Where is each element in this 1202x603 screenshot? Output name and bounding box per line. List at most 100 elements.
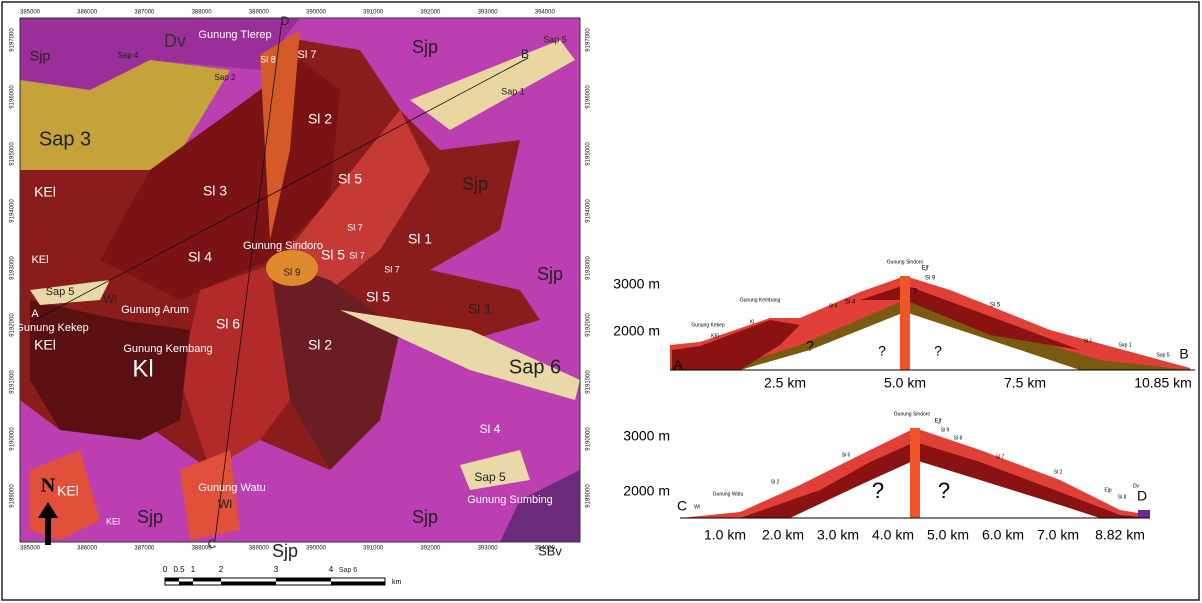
scale-segment [193,578,221,582]
coord-label-bottom: 392000 [420,546,441,552]
map-unit-label: Sl 9 [283,268,301,279]
scale-unit: km [392,579,402,586]
coord-label-top: 393000 [478,10,499,16]
scale-segment [331,582,385,586]
distance-label: 7.0 km [1037,527,1079,543]
coord-label-top: 386000 [77,10,98,16]
coord-label-right: 9197000 [586,28,592,52]
distance-label: 1.0 km [704,527,746,543]
distance-label: 2.0 km [762,527,804,543]
map-unit-label: KEl [34,184,56,200]
distance-label: 3.0 km [817,527,859,543]
distance-label: 5.0 km [884,375,926,391]
section-label: Gunung Sindoro [894,411,931,417]
map-unit-label: Sl 1 [468,301,492,317]
section-label: Sl 6 [842,452,851,458]
coord-label-top: 391000 [363,10,384,16]
map-unit-label: Sjp [137,507,163,527]
map-unit-label: Sl 7 [349,250,365,260]
distance-label: 2.5 km [764,375,806,391]
map-unit-label: Gunung Sumbing [467,494,553,506]
section-label: Sl 7 [996,454,1005,460]
section-label: Sl 8 [1118,494,1127,500]
scale-label: 2 [219,565,224,574]
elevation-label: 2000 m [623,483,670,499]
section-label: Ejp [1104,487,1111,493]
map-unit-label: Sap 1 [501,86,525,96]
elevation-label: 2000 m [613,323,660,339]
map-area: N [20,18,580,545]
section-end-label: B [1179,346,1188,362]
map-unit-label: Gunung Tlerep [198,29,271,41]
map-unit-label: Sap 5 [474,470,506,484]
map-unit-label: Wl [218,497,232,511]
section-label: Sl 6 [829,303,838,309]
map-unit-label: D [281,14,290,28]
section-label: Gunung Watu [713,491,744,497]
section-label: Kl [750,319,754,325]
coord-label-top: 392000 [420,10,441,16]
section-label: ? [913,287,918,296]
map-unit-label: Sl 8 [260,54,276,64]
section-ab [670,276,1195,370]
coord-label-right: 9194000 [586,199,592,223]
section-label: Sap 1 [1118,342,1131,348]
map-unit-label: Sap 5 [543,34,567,44]
map-unit-label: Dv [164,31,186,51]
map-unit-label: SBv [538,543,562,558]
coord-label-bottom: 386000 [77,546,98,552]
scale-segment [276,578,331,582]
coord-label-bottom: 390000 [306,546,327,552]
scale-label: 1 [191,565,196,574]
map-unit-label: Kl [132,355,153,382]
section-label: Sl 9 [925,276,936,282]
map-unit-label: Sjp [30,48,50,64]
section-label: Sap 5 [1156,352,1169,358]
map-unit-label: KEl [34,337,56,353]
map-unit-label: Sl 1 [408,231,432,247]
section-label: Sl 8 [954,435,963,441]
coord-label-right: 9191000 [586,370,592,394]
map-unit-label: Sl 6 [216,316,240,332]
map-unit-label: Sl 2 [308,337,332,353]
map-unit-label: Sl 5 [366,289,390,305]
section-end-label: C [677,498,687,514]
section-label: ? [934,343,942,359]
coord-label-left: 9190000 [10,427,16,451]
map-unit-label: Sap 3 [39,128,91,150]
map-unit-label: Sl 4 [188,249,212,265]
map-unit-label: KEl [106,516,120,526]
map-unit-label: KEl [31,254,48,266]
coord-label-top: 389000 [249,10,270,16]
map-unit-label: Sl 7 [347,222,363,232]
section-label: Gunung Sindoro [887,259,924,265]
section-cd [680,428,1150,518]
distance-label: 8.82 km [1095,527,1145,543]
distance-label: 5.0 km [927,527,969,543]
coord-label-top: 390000 [306,10,327,16]
coord-label-bottom: 387000 [134,546,155,552]
map-unit-label: Gunung Sindoro [243,240,323,252]
scale-label: 0 [163,565,168,574]
map-unit-label: Sl 4 [480,422,501,436]
section-label: Gunung Kembang [740,297,781,303]
coord-label-top: 394000 [535,10,556,16]
map-unit-label: Sl 7 [298,49,317,61]
section-label: Gunung Kekep [691,322,725,328]
scale-segment [179,582,193,586]
scale-label: 4 [329,565,334,574]
elevation-label: 3000 m [613,276,660,292]
scale-label: 0.5 [173,565,185,574]
map-unit-label: Sjp [412,507,438,527]
coord-label-bottom: 391000 [363,546,384,552]
map-unit-label: Gunung Arum [121,304,189,316]
map-unit-label: Gunung Kekep [15,322,88,334]
map-unit-label: Sl 5 [338,171,362,187]
distance-label: 10.85 km [1134,375,1192,391]
map-unit-label: Sl 3 [203,183,227,199]
map-unit-label: Sl 2 [308,111,332,127]
map-unit-label: Sap 6 [509,356,561,378]
distance-label: 4.0 km [872,527,914,543]
map-unit-label: Sjp [462,174,488,194]
conduit [900,276,910,370]
